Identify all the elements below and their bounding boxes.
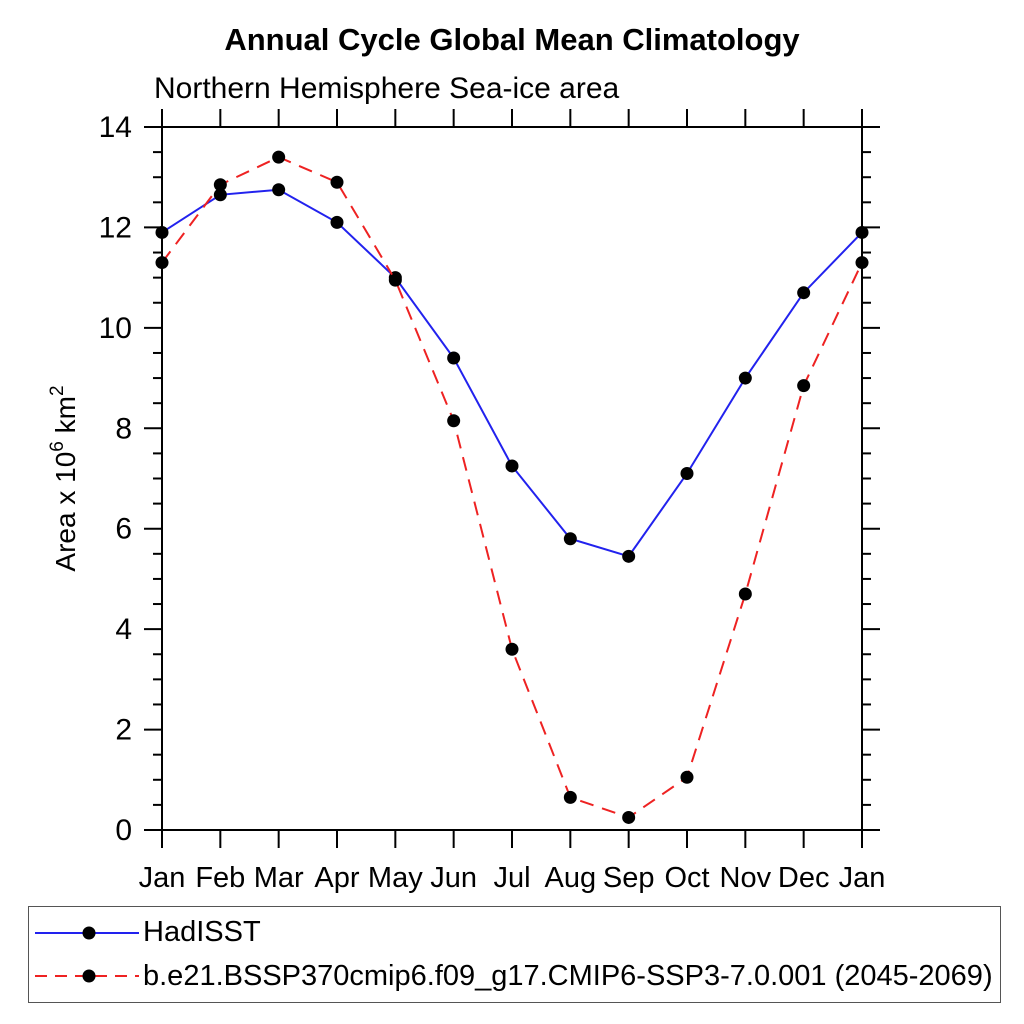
x-tick-label: Mar — [254, 862, 304, 894]
series-point-1 — [563, 790, 577, 804]
series-line-1 — [161, 156, 863, 819]
y-tick-label: 2 — [115, 714, 132, 747]
legend-label-hadisst: HadISST — [143, 916, 261, 949]
x-tick-label: Dec — [778, 862, 830, 894]
series-point-0 — [622, 549, 636, 563]
x-tick-label: Jun — [430, 862, 477, 894]
series-point-1 — [505, 642, 519, 656]
series-point-1 — [330, 175, 344, 189]
series-point-0 — [797, 286, 811, 300]
y-tick-label: 12 — [99, 211, 132, 244]
y-tick-label: 6 — [115, 513, 132, 546]
y-tick-label: 4 — [115, 613, 132, 646]
series-point-1 — [272, 150, 286, 164]
x-tick-label: Jan — [139, 862, 186, 894]
x-tick-label: Jul — [493, 862, 530, 894]
x-tick-label: Sep — [603, 862, 655, 894]
legend-row-model: b.e21.BSSP370cmip6.f09_g17.CMIP6-SSP3-7.… — [33, 959, 1000, 993]
series-point-0 — [447, 351, 461, 365]
series-point-1 — [680, 770, 694, 784]
y-tick-label: 0 — [115, 814, 132, 847]
x-tick-label: Oct — [664, 862, 709, 894]
x-tick-label: Nov — [720, 862, 772, 894]
x-tick-label: Aug — [545, 862, 597, 894]
series-point-1 — [797, 379, 811, 393]
legend-row-hadisst: HadISST — [33, 916, 1000, 950]
series-point-0 — [738, 371, 752, 385]
series-point-1 — [388, 273, 402, 287]
plot-frame — [161, 126, 863, 831]
series-point-1 — [738, 587, 752, 601]
legend: HadISST b.e21.BSSP370cmip6.f09_g17.CMIP6… — [28, 906, 1001, 1003]
legend-label-model: b.e21.BSSP370cmip6.f09_g17.CMIP6-SSP3-7.… — [143, 959, 993, 992]
series-point-0 — [155, 225, 169, 239]
series-point-1 — [447, 414, 461, 428]
series-point-1 — [855, 256, 869, 270]
y-tick-label: 10 — [99, 312, 132, 345]
series-point-0 — [563, 532, 577, 546]
x-tick-label: Jan — [839, 862, 886, 894]
series-point-0 — [330, 215, 344, 229]
series-point-0 — [272, 183, 286, 197]
series-point-0 — [855, 225, 869, 239]
x-tick-label: Apr — [314, 862, 359, 894]
legend-marker — [82, 926, 96, 940]
series-point-0 — [213, 188, 227, 202]
series-point-1 — [213, 178, 227, 192]
chart-subtitle: Northern Hemisphere Sea-ice area — [154, 72, 620, 105]
series-line-0 — [161, 188, 863, 558]
legend-marker — [82, 969, 96, 983]
series-point-1 — [622, 810, 636, 824]
legend-line-sample-hadisst — [35, 926, 139, 940]
chart-title: Annual Cycle Global Mean Climatology — [224, 22, 800, 57]
series-point-0 — [680, 466, 694, 480]
x-tick-label: May — [368, 862, 423, 894]
y-tick-label: 14 — [99, 111, 132, 144]
series-point-0 — [505, 459, 519, 473]
y-tick-label: 8 — [115, 412, 132, 445]
legend-line-sample-model — [35, 969, 139, 983]
x-tick-label: Feb — [195, 862, 245, 894]
series-point-1 — [155, 256, 169, 270]
y-axis-label: Area x 106​ km2​ — [47, 385, 81, 571]
